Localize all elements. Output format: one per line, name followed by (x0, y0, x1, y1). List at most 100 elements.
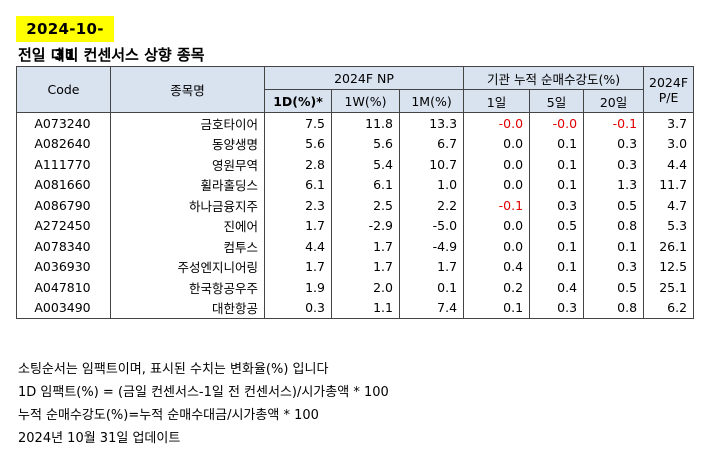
cell-inst-20d: 0.5 (583, 277, 645, 298)
cell-code: A272450 (16, 215, 111, 236)
cell-1d: 6.1 (264, 174, 332, 195)
header-day5: 5일 (529, 89, 585, 113)
header-1m: 1M(%) (398, 89, 465, 113)
cell-name: 하나금융지주 (110, 195, 265, 216)
cell-1m: 1.7 (398, 256, 465, 277)
cell-pe: 6.2 (643, 297, 695, 319)
table-row: A086790 하나금융지주 2.3 2.5 2.2 -0.1 0.3 0.5 4.7 (16, 195, 695, 216)
cell-code: A036930 (16, 256, 111, 277)
cell-inst-20d: 1.3 (583, 174, 645, 195)
cell-1m: 10.7 (398, 154, 465, 175)
note-sorting: 소팅순서는 임팩트이며, 표시된 수치는 변화율(%) 입니다 (18, 362, 329, 377)
cell-1w: 6.1 (331, 174, 400, 195)
cell-inst-1d: 0.0 (463, 154, 531, 175)
cell-inst-5d: 0.5 (529, 215, 585, 236)
footnotes: 소팅순서는 임팩트이며, 표시된 수치는 변화율(%) 입니다 1D 임팩트(%… (18, 358, 389, 450)
cell-name: 컴투스 (110, 236, 265, 257)
cell-name: 금호타이어 (110, 112, 265, 134)
header-inst-group: 기관 누적 순매수강도(%) (463, 66, 645, 90)
cell-inst-1d: 0.4 (463, 256, 531, 277)
cell-1m: 1.0 (398, 174, 465, 195)
cell-1d: 2.3 (264, 195, 332, 216)
cell-pe: 11.7 (643, 174, 695, 195)
note-update-date: 2024년 10월 31일 업데이트 (18, 431, 181, 446)
cell-inst-1d: 0.2 (463, 277, 531, 298)
cell-inst-1d: 0.0 (463, 236, 531, 257)
table-row: A036930 주성엔지니어링 1.7 1.7 1.7 0.4 0.1 0.3 12.5 (16, 256, 695, 277)
cell-inst-20d: 0.3 (583, 256, 645, 277)
cell-1d: 0.3 (264, 297, 332, 319)
cell-inst-20d: 0.3 (583, 133, 645, 154)
consensus-table: Code 종목명 2024F NP 기관 누적 순매수강도(%) 2024F P… (16, 66, 695, 319)
cell-1d: 2.8 (264, 154, 332, 175)
cell-1w: 2.5 (331, 195, 400, 216)
cell-name: 주성엔지니어링 (110, 256, 265, 277)
header-pe-line2: P/E (658, 89, 679, 105)
cell-inst-5d: 0.4 (529, 277, 585, 298)
cell-inst-20d: 0.8 (583, 215, 645, 236)
cell-inst-5d: 0.3 (529, 297, 585, 319)
cell-name: 영원무역 (110, 154, 265, 175)
cell-name: 한국항공우주 (110, 277, 265, 298)
table-row: A272450 진에어 1.7 -2.9 -5.0 0.0 0.5 0.8 5.3 (16, 215, 695, 236)
header-1w: 1W(%) (331, 89, 400, 113)
cell-name: 대한항공 (110, 297, 265, 319)
cell-code: A086790 (16, 195, 111, 216)
header-name: 종목명 (110, 66, 265, 113)
cell-1m: -4.9 (398, 236, 465, 257)
cell-1w: 5.6 (331, 133, 400, 154)
cell-code: A111770 (16, 154, 111, 175)
cell-1w: 11.8 (331, 112, 400, 134)
cell-inst-20d: 0.5 (583, 195, 645, 216)
cell-code: A082640 (16, 133, 111, 154)
table-row: A073240 금호타이어 7.5 11.8 13.3 -0.0 -0.0 -0.1 3.7 (16, 112, 695, 134)
cell-1m: 6.7 (398, 133, 465, 154)
cell-1d: 1.9 (264, 277, 332, 298)
cell-inst-1d: 0.1 (463, 297, 531, 319)
cell-inst-1d: 0.0 (463, 215, 531, 236)
cell-inst-20d: 0.8 (583, 297, 645, 319)
cell-pe: 3.0 (643, 133, 695, 154)
page-title: 전일 대비 컨센서스 상향 종목 (18, 46, 205, 64)
cell-1d: 1.7 (264, 215, 332, 236)
cell-code: A081660 (16, 174, 111, 195)
cell-pe: 4.7 (643, 195, 695, 216)
date-badge: 2024-10-31 (16, 16, 114, 64)
cell-1w: -2.9 (331, 215, 400, 236)
cell-inst-5d: 0.1 (529, 133, 585, 154)
cell-inst-5d: 0.1 (529, 236, 585, 257)
cell-1w: 1.7 (331, 256, 400, 277)
note-intensity-formula: 누적 순매수강도(%)=누적 순매수대금/시가총액 * 100 (18, 408, 319, 423)
cell-1d: 4.4 (264, 236, 332, 257)
cell-name: 휠라홀딩스 (110, 174, 265, 195)
cell-name: 동양생명 (110, 133, 265, 154)
cell-1w: 2.0 (331, 277, 400, 298)
cell-1m: 2.2 (398, 195, 465, 216)
cell-inst-1d: -0.1 (463, 195, 531, 216)
cell-code: A003490 (16, 297, 111, 319)
table-row: A081660 휠라홀딩스 6.1 6.1 1.0 0.0 0.1 1.3 11.7 (16, 174, 695, 195)
table-row: A003490 대한항공 0.3 1.1 7.4 0.1 0.3 0.8 6.2 (16, 297, 695, 319)
cell-inst-20d: 0.1 (583, 236, 645, 257)
cell-inst-5d: 0.1 (529, 256, 585, 277)
header-pe-line1: 2024F (649, 74, 689, 90)
cell-pe: 4.4 (643, 154, 695, 175)
cell-inst-1d: -0.0 (463, 112, 531, 134)
cell-inst-20d: -0.1 (583, 112, 645, 134)
cell-inst-5d: 0.1 (529, 154, 585, 175)
cell-pe: 5.3 (643, 215, 695, 236)
cell-code: A047810 (16, 277, 111, 298)
cell-1d: 7.5 (264, 112, 332, 134)
cell-1d: 1.7 (264, 256, 332, 277)
cell-pe: 3.7 (643, 112, 695, 134)
cell-code: A078340 (16, 236, 111, 257)
header-1d: 1D(%)* (264, 89, 332, 113)
header-pe: 2024F P/E (643, 66, 695, 113)
cell-inst-5d: 0.3 (529, 195, 585, 216)
cell-1m: 0.1 (398, 277, 465, 298)
cell-code: A073240 (16, 112, 111, 134)
table-row: A047810 한국항공우주 1.9 2.0 0.1 0.2 0.4 0.5 25.1 (16, 277, 695, 298)
cell-1w: 5.4 (331, 154, 400, 175)
note-impact-formula: 1D 임팩트(%) = (금일 컨센서스-1일 전 컨센서스)/시가총액 * 1… (18, 385, 389, 400)
cell-1m: -5.0 (398, 215, 465, 236)
